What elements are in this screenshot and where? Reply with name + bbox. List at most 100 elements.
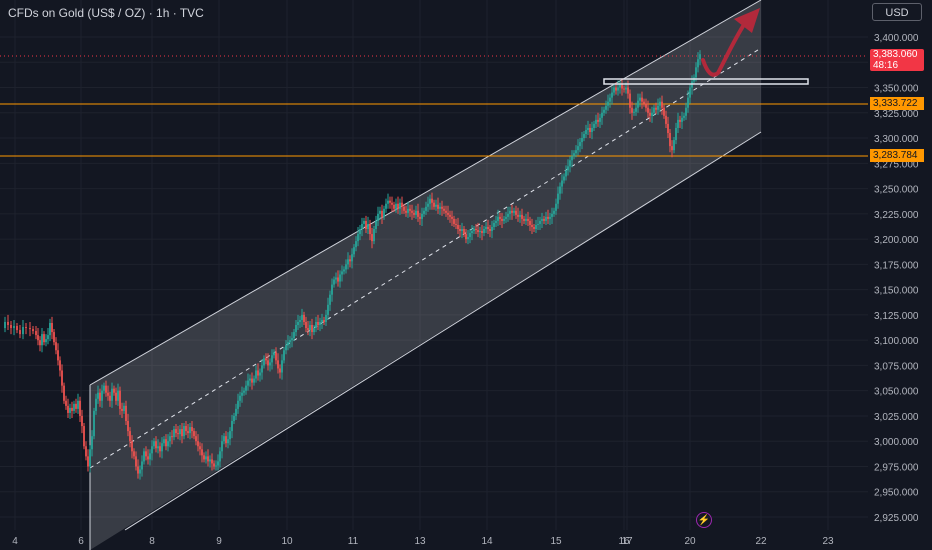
candle-body [333,279,335,285]
candle-body [113,388,115,393]
y-tick-label: 3,300.000 [874,134,919,145]
candle-body [211,459,213,464]
candle-body [181,429,183,437]
candle-body [261,365,263,373]
candle-body [155,441,157,449]
candle-body [565,170,567,177]
candle-body [10,325,12,329]
candle-body [561,180,563,187]
candle-body [629,93,631,108]
candle-body [429,198,431,204]
candle-body [13,326,15,329]
x-tick-label: 20 [684,536,696,547]
candle-body [311,325,313,333]
horizontal-line-upper-tag: 3,333.722 [870,97,924,110]
candle-body [253,378,255,383]
candle-body [653,107,655,113]
y-tick-label: 3,325.000 [874,109,919,120]
candle-body [55,342,57,351]
candle-body [495,220,497,223]
candle-body [71,407,73,411]
x-tick-label: 15 [550,536,562,547]
parallel-channel [90,0,761,550]
candle-body [649,112,651,116]
candle-body [125,405,127,421]
candle-body [441,206,443,209]
y-tick-label: 3,350.000 [874,84,919,95]
candle-body [297,321,299,325]
candle-body [449,214,451,217]
candle-body [511,210,513,213]
candle-body [625,87,627,90]
candle-body [539,220,541,224]
candle-body [557,193,559,204]
candle-body [487,226,489,229]
candle-body [515,210,517,215]
candle-body [369,223,371,235]
candle-body [537,223,539,225]
candle-body [22,327,24,335]
candle-body [469,233,471,238]
candle-body [499,216,501,219]
x-tick-label: 16 [618,536,630,547]
candle-body [219,451,221,462]
candle-body [437,204,439,209]
x-tick-label: 6 [78,536,84,547]
candle-body [371,234,373,242]
candle-body [45,339,47,343]
candle-body [227,439,229,444]
candle-body [695,67,697,78]
candle-body [7,321,9,325]
candle-body [407,208,409,213]
candle-body [457,224,459,229]
candle-body [581,138,583,143]
lightning-icon[interactable]: ⚡ [696,512,712,528]
candle-body [135,456,137,467]
candle-body [595,119,597,124]
candle-body [189,427,191,434]
currency-selector[interactable]: USD [872,3,922,21]
candle-body [303,314,305,322]
candle-body [207,456,209,462]
candle-body [609,97,611,102]
candle-body [231,421,233,432]
candle-body [507,213,509,217]
candle-body [201,449,203,456]
candle-body [111,388,113,401]
candle-body [651,112,653,116]
candle-body [173,429,175,438]
candle-body [161,443,163,452]
y-tick-label: 3,025.000 [874,412,919,423]
candle-body [439,206,441,209]
candle-body [131,441,133,452]
price-axis: 3,400.0003,375.0003,350.0003,325.0003,30… [874,33,919,524]
candle-body [179,429,181,435]
candle-body [497,216,499,221]
candle-body [185,426,187,432]
candle-body [41,334,43,346]
candle-body [443,208,445,211]
candle-body [549,216,551,219]
candle-body [489,229,491,232]
candlestick-series [4,50,701,480]
candle-body [361,223,363,229]
candle-body [117,390,119,401]
candle-body [433,202,435,207]
candle-body [503,218,505,221]
candle-body [225,436,227,444]
candle-body [153,441,155,447]
candle-body [267,360,269,366]
candle-body [535,224,537,229]
candle-body [239,395,241,401]
candle-body [647,107,649,113]
candle-body [585,129,587,135]
candle-body [569,160,571,167]
candle-body [187,431,189,434]
candle-body [419,216,421,219]
candle-body [317,321,319,325]
last-price-tag: 3,383.060 48:16 [870,49,924,71]
candle-body [645,103,647,108]
candle-body [613,87,615,93]
candle-body [233,415,235,421]
